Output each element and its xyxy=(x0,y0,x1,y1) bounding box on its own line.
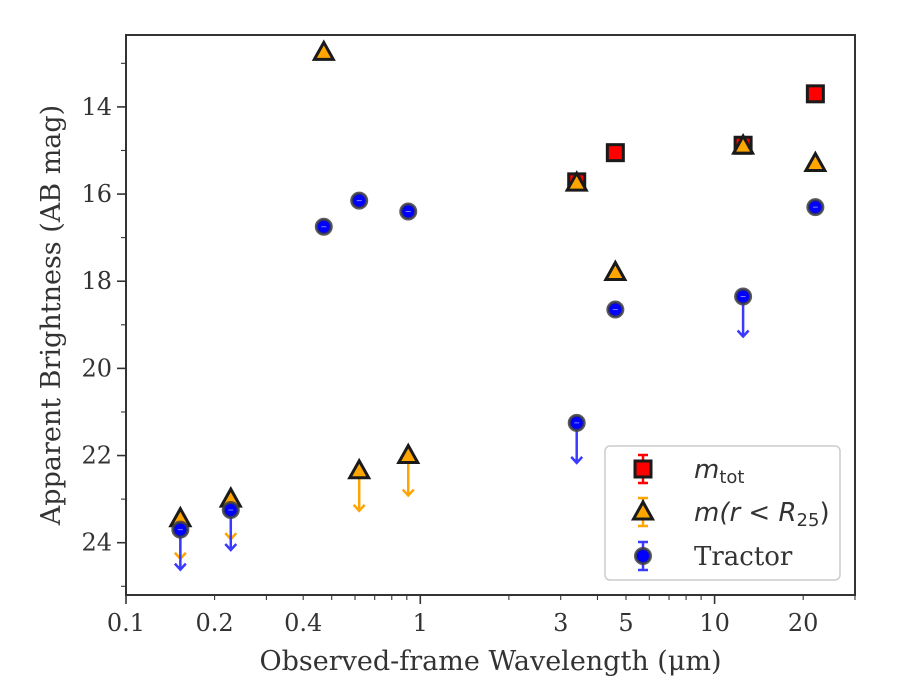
tractor-point xyxy=(567,413,586,432)
legend-label: mtot xyxy=(694,455,744,488)
legend-item-mtot: mtot xyxy=(633,453,744,488)
mr25-point xyxy=(564,170,589,192)
mr25-upper-limit-arrow-head xyxy=(401,488,415,498)
tractor-point xyxy=(806,198,825,217)
mtot-point xyxy=(805,84,825,104)
legend-marker-mr25 xyxy=(630,498,656,521)
mr25-point xyxy=(347,457,372,480)
mtot-marker xyxy=(605,143,625,163)
x-tick-label: 5 xyxy=(618,609,633,637)
legend-label-subscript: 25 xyxy=(797,510,820,531)
tractor-point xyxy=(314,217,333,236)
mr25-point xyxy=(803,150,828,173)
x-tick-label: 0.1 xyxy=(107,609,145,637)
legend-label: m(r < R25) xyxy=(694,498,830,531)
legend: mtot m(r < R25) Tractor xyxy=(604,445,841,581)
mtot-point xyxy=(605,143,625,163)
x-tick-label: 0.4 xyxy=(284,609,322,637)
legend-box xyxy=(604,445,841,581)
y-tick-label: 24 xyxy=(81,529,112,557)
mtot-marker xyxy=(805,84,825,104)
tractor-point xyxy=(350,191,369,210)
mr25-marker xyxy=(803,150,828,173)
legend-label-subscript: tot xyxy=(719,467,744,488)
tractor-point xyxy=(606,300,625,319)
tractor-point xyxy=(399,202,418,221)
legend-label-main: Tractor xyxy=(694,542,793,572)
legend-label-main: m xyxy=(694,455,719,485)
x-axis-label: Observed-frame Wavelength (μm) xyxy=(259,646,721,677)
mr25-upper-limit-arrow-head xyxy=(352,503,366,513)
mr25-marker xyxy=(564,170,589,192)
mr25-marker xyxy=(347,457,372,480)
legend-label-main: m(r < R xyxy=(694,498,797,528)
mr25-marker xyxy=(603,259,628,282)
legend-label: Tractor xyxy=(694,542,793,572)
tractor-point xyxy=(734,287,753,306)
data-markers xyxy=(168,39,828,572)
mr25-marker xyxy=(311,39,336,61)
y-tick-label: 18 xyxy=(81,267,112,295)
y-axis-label: Apparent Brightness (AB mag) xyxy=(36,105,67,526)
x-tick-label: 3 xyxy=(553,609,568,637)
legend-item-mr25: m(r < R25) xyxy=(630,496,830,531)
tractor-upper-limit-arrow-head xyxy=(736,329,750,339)
mr25-marker xyxy=(731,133,756,155)
y-tick-label: 14 xyxy=(81,93,112,121)
legend-marker-mtot xyxy=(633,459,653,479)
y-axis-ticks: 14 16 18 20 22 24 xyxy=(81,62,126,587)
x-tick-label: 1 xyxy=(413,609,428,637)
y-tick-label: 16 xyxy=(81,180,112,208)
y-tick-label: 22 xyxy=(81,442,112,470)
tractor-upper-limit-arrow-head xyxy=(570,456,584,465)
legend-item-tractor: Tractor xyxy=(634,540,793,572)
mr25-point xyxy=(603,259,628,282)
plot-frame xyxy=(125,34,856,596)
x-tick-label: 20 xyxy=(788,609,819,637)
tractor-upper-limit-arrow-head xyxy=(173,562,187,572)
x-tick-label: 0.2 xyxy=(196,609,234,637)
x-tick-label: 10 xyxy=(699,609,730,637)
tractor-point xyxy=(221,501,240,520)
x-axis-ticks: 0.1 0.2 0.4 1 3 5 10 20 xyxy=(107,595,856,637)
legend-marker-tractor xyxy=(634,547,652,565)
legend-label-tail: ) xyxy=(819,498,829,528)
mr25-marker xyxy=(396,442,421,465)
tractor-upper-limit-arrow-head xyxy=(224,543,238,552)
mr25-point xyxy=(311,39,336,61)
tractor-point xyxy=(171,520,190,539)
y-tick-label: 20 xyxy=(81,354,112,382)
mr25-point xyxy=(396,442,421,465)
mr25-point xyxy=(731,133,756,155)
